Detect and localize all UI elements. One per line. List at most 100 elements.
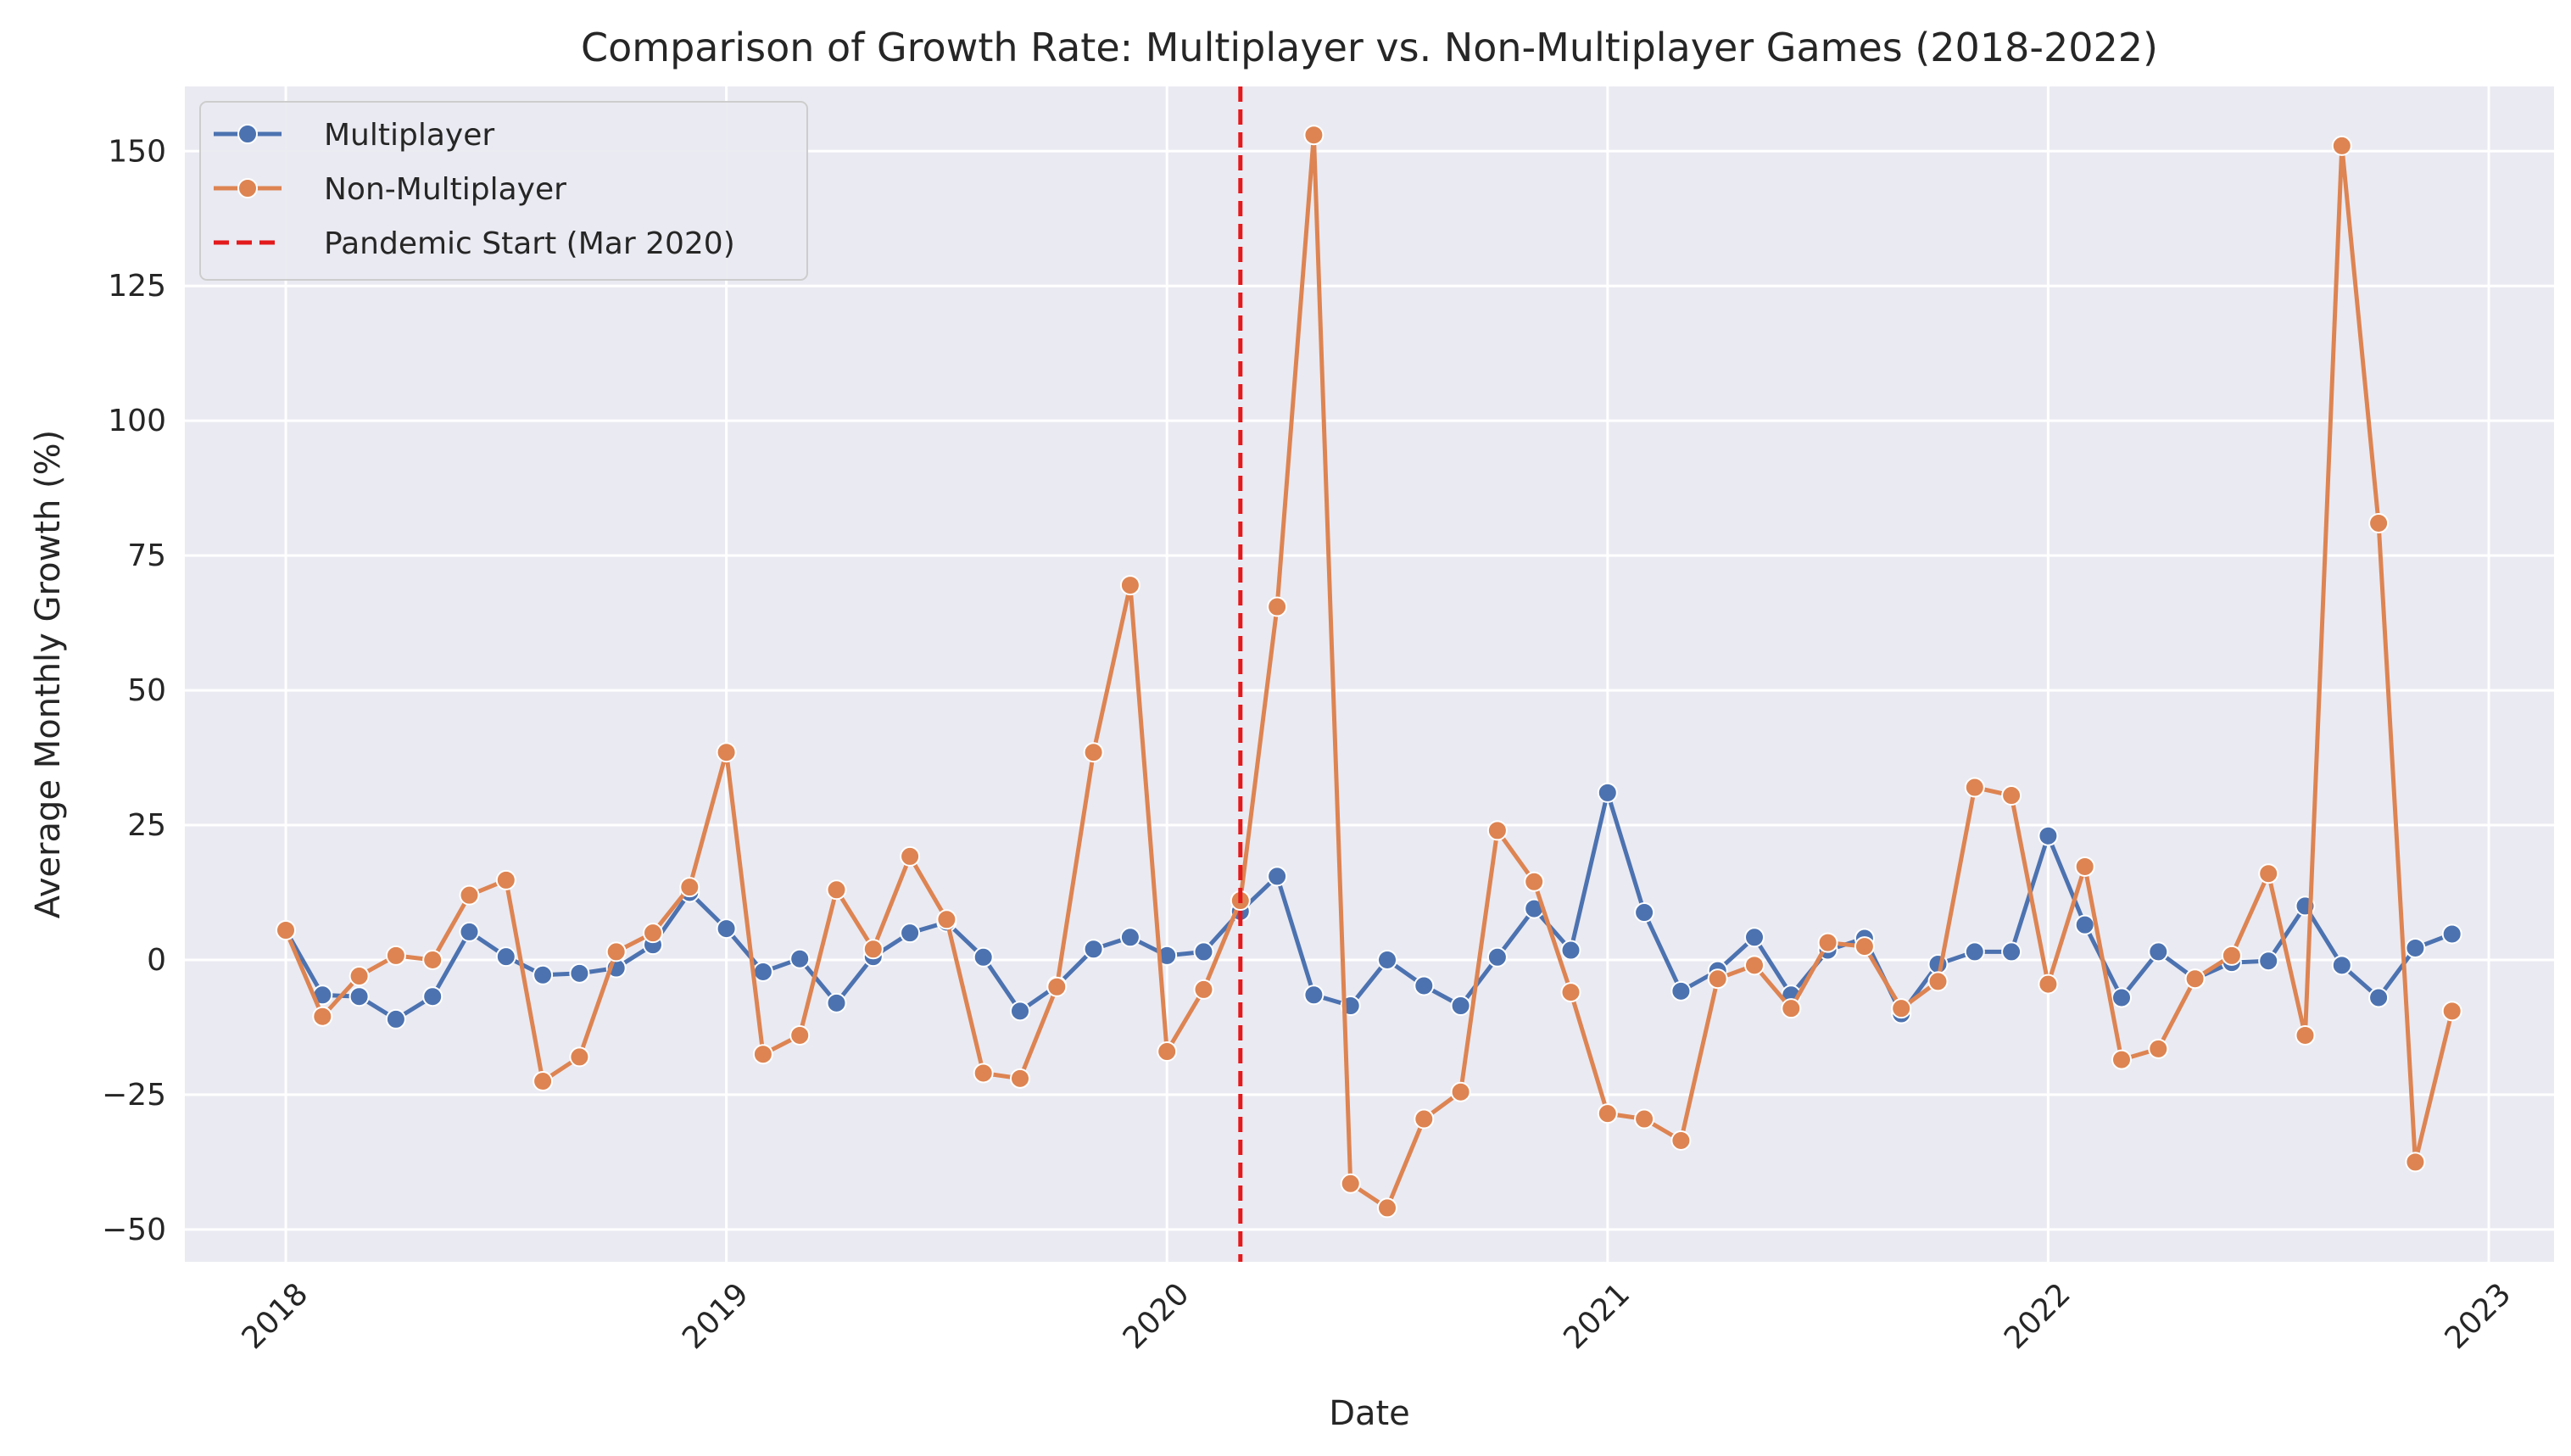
data-point-non-multiplayer <box>2331 135 2352 156</box>
chart-title: Comparison of Growth Rate: Multiplayer v… <box>581 25 2158 70</box>
data-point-non-multiplayer <box>789 1024 811 1046</box>
data-point-non-multiplayer <box>862 939 884 960</box>
data-point-non-multiplayer <box>716 742 737 763</box>
data-point-multiplayer <box>716 918 737 940</box>
legend-marker-multiplayer <box>237 124 258 144</box>
data-point-multiplayer <box>1267 866 1288 887</box>
data-point-non-multiplayer <box>1414 1108 1435 1130</box>
data-point-non-multiplayer <box>1157 1041 1178 1063</box>
data-point-non-multiplayer <box>1486 820 1508 841</box>
series-non-multiplayer <box>276 125 2462 1219</box>
data-point-multiplayer <box>349 986 370 1007</box>
y-tick-label: 125 <box>108 269 166 304</box>
data-point-non-multiplayer <box>1744 955 1765 976</box>
data-point-non-multiplayer <box>1193 979 1214 1000</box>
data-point-multiplayer <box>1670 980 1692 1001</box>
data-point-multiplayer <box>459 921 480 942</box>
y-tick-label: 150 <box>108 134 166 169</box>
legend-label-non-multiplayer: Non-Multiplayer <box>324 172 566 207</box>
data-point-non-multiplayer <box>973 1063 994 1084</box>
y-tick-label: 0 <box>147 943 166 978</box>
data-point-multiplayer <box>422 986 443 1007</box>
data-point-multiplayer <box>1010 1001 1030 1022</box>
data-point-non-multiplayer <box>312 1006 333 1027</box>
data-point-multiplayer <box>900 923 921 944</box>
data-point-non-multiplayer <box>1083 742 1104 763</box>
y-tick-label: 75 <box>127 538 166 573</box>
data-point-non-multiplayer <box>1046 976 1068 997</box>
data-point-multiplayer <box>495 946 516 968</box>
legend-label-pandemic-start: Pandemic Start (Mar 2020) <box>324 226 735 261</box>
data-point-non-multiplayer <box>2405 1152 2426 1173</box>
y-tick-label: −50 <box>102 1213 166 1247</box>
data-point-non-multiplayer <box>1817 932 1838 953</box>
data-point-multiplayer <box>1193 941 1214 962</box>
data-point-non-multiplayer <box>2148 1038 2169 1059</box>
data-point-non-multiplayer <box>569 1046 590 1068</box>
data-point-non-multiplayer <box>2295 1024 2316 1046</box>
data-point-non-multiplayer <box>1854 936 1875 957</box>
data-point-multiplayer <box>1119 927 1140 948</box>
data-point-multiplayer <box>1744 927 1765 948</box>
data-point-multiplayer <box>2001 941 2022 962</box>
data-point-multiplayer <box>752 961 773 982</box>
data-point-multiplayer <box>385 1008 406 1029</box>
data-point-non-multiplayer <box>1267 596 1288 617</box>
data-point-non-multiplayer <box>2001 785 2022 806</box>
data-point-multiplayer <box>2258 951 2279 972</box>
data-point-non-multiplayer <box>276 919 296 940</box>
data-point-multiplayer <box>1486 946 1508 968</box>
data-point-non-multiplayer <box>533 1071 554 1092</box>
data-point-non-multiplayer <box>936 909 957 930</box>
data-point-non-multiplayer <box>459 884 480 906</box>
data-point-multiplayer <box>789 948 811 969</box>
data-point-multiplayer <box>1450 996 1471 1017</box>
data-point-multiplayer <box>1083 939 1104 960</box>
data-point-non-multiplayer <box>1119 575 1140 596</box>
data-point-non-multiplayer <box>349 966 370 987</box>
data-point-multiplayer <box>1597 782 1618 803</box>
data-point-non-multiplayer <box>1010 1068 1030 1089</box>
data-point-non-multiplayer <box>2184 968 2206 990</box>
data-point-non-multiplayer <box>1560 982 1581 1003</box>
data-point-non-multiplayer <box>605 941 627 962</box>
data-point-non-multiplayer <box>1781 998 1802 1019</box>
y-tick-label: 50 <box>127 673 166 708</box>
data-point-non-multiplayer <box>1377 1197 1397 1219</box>
data-point-non-multiplayer <box>1891 998 1912 1019</box>
y-tick-labels: −50 −25 0 25 50 75 100 125 150 <box>102 134 166 1247</box>
data-point-non-multiplayer <box>826 879 847 901</box>
y-tick-label: 25 <box>127 808 166 843</box>
data-point-non-multiplayer <box>900 845 921 867</box>
data-point-multiplayer <box>2148 941 2169 962</box>
data-point-non-multiplayer <box>1634 1108 1655 1130</box>
data-point-non-multiplayer <box>679 877 700 898</box>
x-axis-title: Date <box>1329 1394 1410 1433</box>
data-point-non-multiplayer <box>1927 971 1949 992</box>
y-tick-label: 100 <box>108 404 166 438</box>
data-point-multiplayer <box>1303 985 1325 1006</box>
data-point-non-multiplayer <box>1450 1081 1471 1102</box>
data-point-multiplayer <box>826 992 847 1013</box>
data-point-non-multiplayer <box>422 949 443 970</box>
legend: Multiplayer Non-Multiplayer Pandemic Sta… <box>199 101 808 281</box>
x-gridlines <box>284 86 2490 1262</box>
y-tick-label: −25 <box>102 1078 166 1113</box>
y-gridlines <box>185 149 2554 1231</box>
data-point-non-multiplayer <box>2221 945 2242 966</box>
data-point-non-multiplayer <box>643 923 663 944</box>
data-point-non-multiplayer <box>385 945 406 966</box>
data-point-multiplayer <box>2368 987 2390 1008</box>
data-point-multiplayer <box>2405 937 2426 958</box>
data-point-non-multiplayer <box>495 869 516 890</box>
data-point-multiplayer <box>1634 902 1655 923</box>
data-point-multiplayer <box>1560 940 1581 961</box>
data-point-multiplayer <box>973 946 994 968</box>
data-point-non-multiplayer <box>752 1044 773 1065</box>
data-point-non-multiplayer <box>1964 777 1985 798</box>
data-point-non-multiplayer <box>2074 856 2095 877</box>
data-point-multiplayer <box>1414 975 1435 996</box>
data-point-multiplayer <box>569 962 590 984</box>
series-layer <box>276 125 2462 1219</box>
